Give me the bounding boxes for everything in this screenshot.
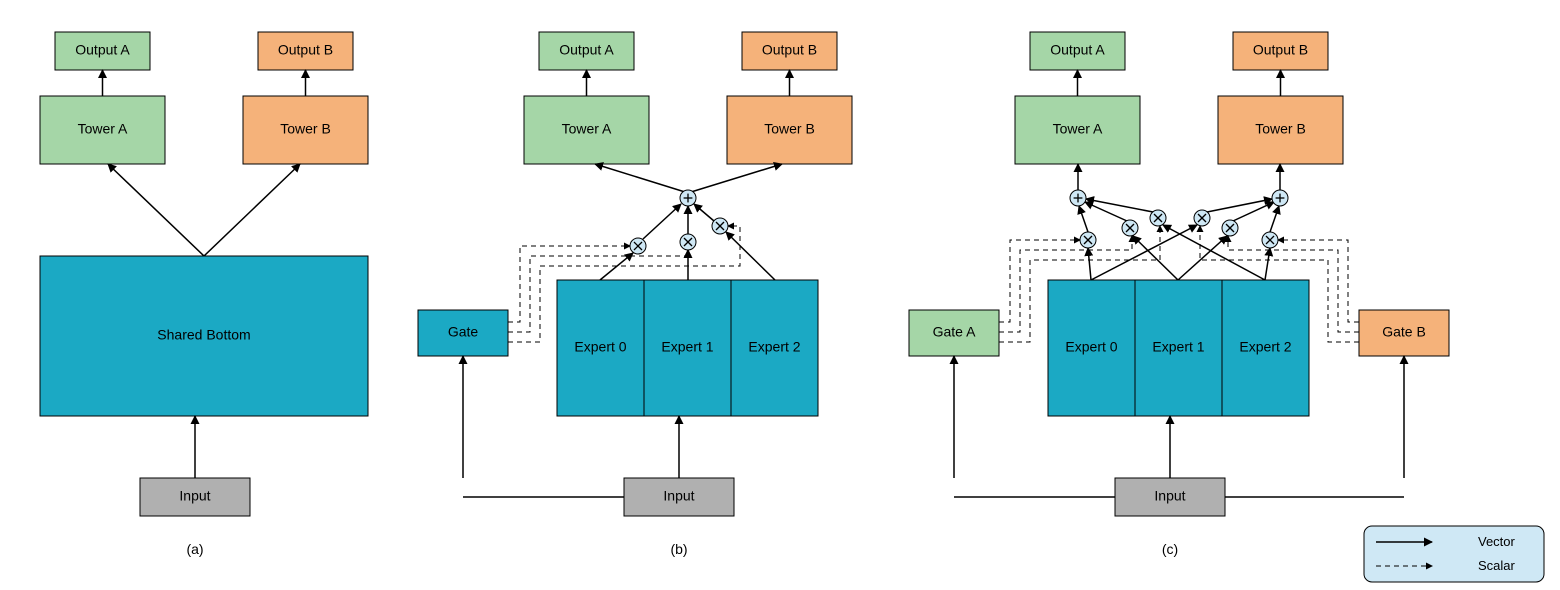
a-shared-label: Shared Bottom <box>157 327 250 343</box>
c-outputB-label: Output B <box>1253 42 1308 58</box>
c-outputA-label: Output A <box>1050 42 1105 58</box>
b-outputB-label: Output B <box>762 42 817 58</box>
b-gate-label: Gate <box>448 324 479 340</box>
c-gateA-label: Gate A <box>933 324 976 340</box>
a-outputA-label: Output A <box>75 42 130 58</box>
panel-caption: (a) <box>186 541 203 557</box>
c-input-label: Input <box>1154 488 1185 504</box>
b-input-label: Input <box>663 488 694 504</box>
c-expert2-label: Expert 2 <box>1239 339 1291 355</box>
a-outputB-label: Output B <box>278 42 333 58</box>
c-towerA-label: Tower A <box>1053 121 1103 137</box>
panel-caption: (b) <box>670 541 687 557</box>
legend-box <box>1364 526 1544 582</box>
b-expert1-label: Expert 1 <box>661 339 713 355</box>
legend-vector-label: Vector <box>1478 534 1516 549</box>
panel-caption: (c) <box>1162 541 1178 557</box>
c-expert0-label: Expert 0 <box>1065 339 1117 355</box>
b-towerA-label: Tower A <box>562 121 612 137</box>
c-towerB-label: Tower B <box>1255 121 1306 137</box>
a-input-label: Input <box>179 488 210 504</box>
a-towerB-label: Tower B <box>280 121 331 137</box>
a-towerA-label: Tower A <box>78 121 128 137</box>
c-gateB-label: Gate B <box>1382 324 1426 340</box>
b-outputA-label: Output A <box>559 42 614 58</box>
legend-scalar-label: Scalar <box>1478 558 1516 573</box>
b-expert2-label: Expert 2 <box>748 339 800 355</box>
c-expert1-label: Expert 1 <box>1152 339 1204 355</box>
b-expert0-label: Expert 0 <box>574 339 626 355</box>
b-towerB-label: Tower B <box>764 121 815 137</box>
